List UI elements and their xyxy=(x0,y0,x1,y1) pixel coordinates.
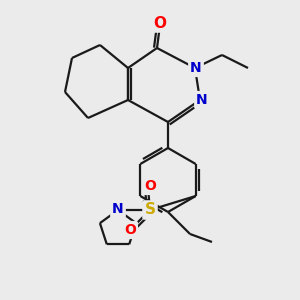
Text: N: N xyxy=(112,202,124,216)
Text: O: O xyxy=(124,223,136,237)
Text: S: S xyxy=(145,202,155,217)
Text: N: N xyxy=(190,61,202,75)
Text: N: N xyxy=(196,93,208,107)
Text: O: O xyxy=(154,16,166,31)
Text: O: O xyxy=(144,179,156,193)
